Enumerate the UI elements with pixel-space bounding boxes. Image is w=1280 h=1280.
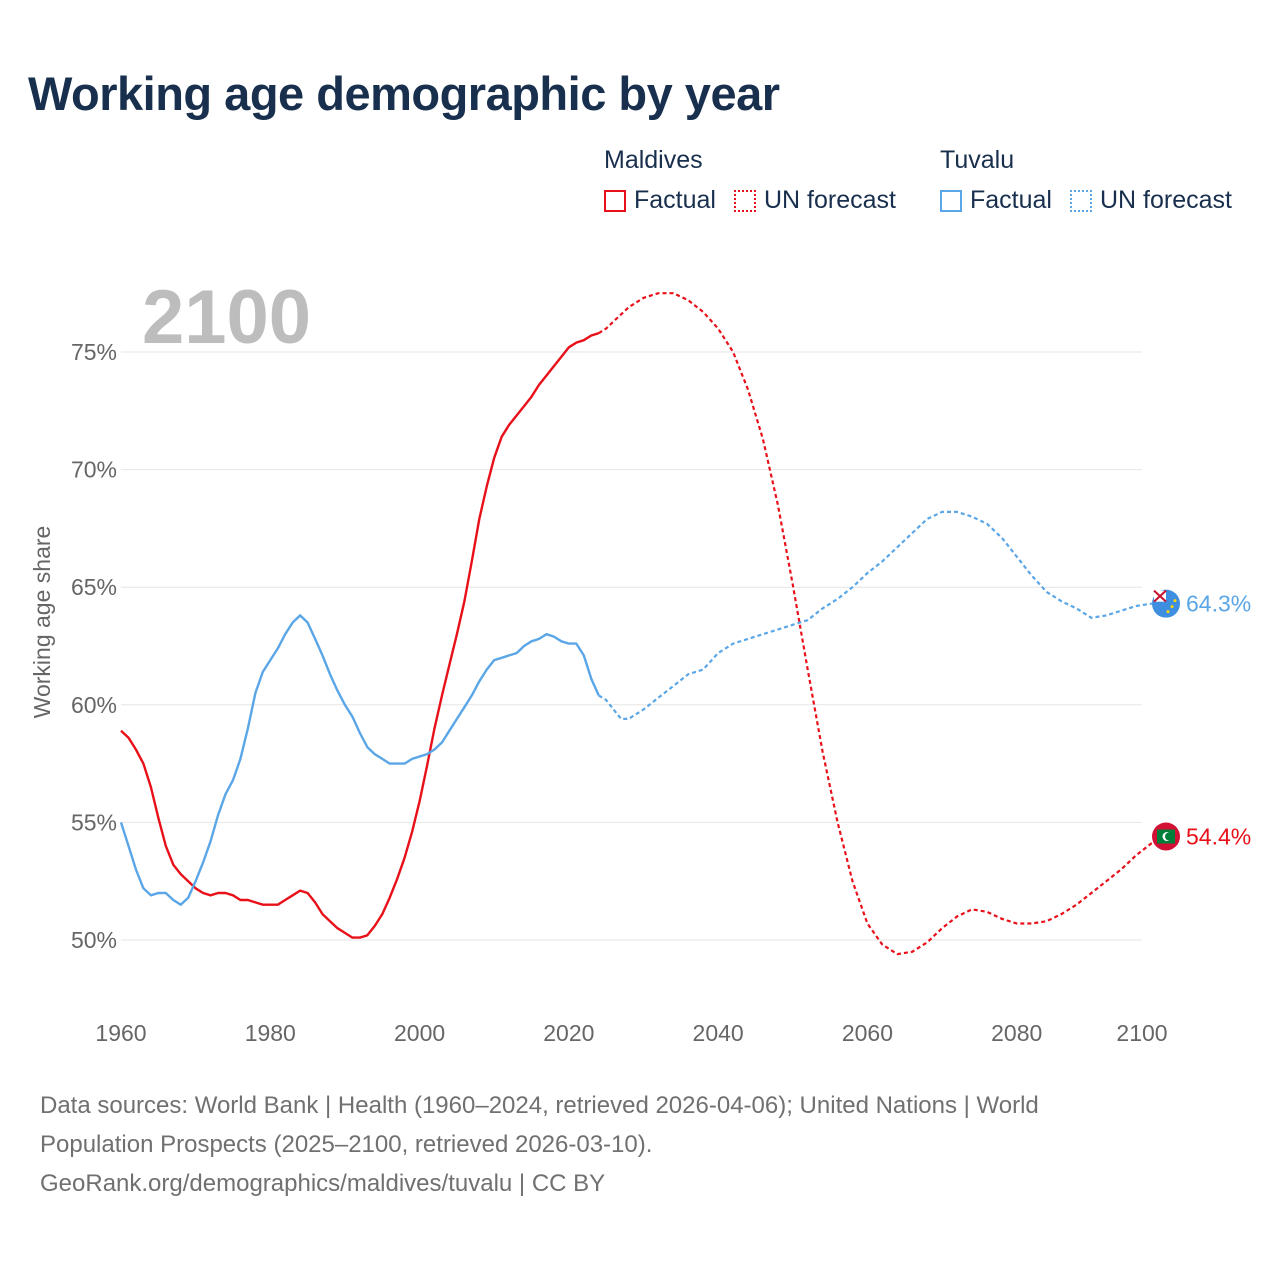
- x-tick-label: 2100: [1116, 1020, 1167, 1046]
- footer-line: GeoRank.org/demographics/maldives/tuvalu…: [40, 1170, 606, 1197]
- legend-swatch-solid: [940, 189, 962, 212]
- maldives-flag-icon: [1152, 822, 1180, 851]
- end-value-label-tuvalu: 64.3%: [1186, 591, 1251, 617]
- x-tick-label: 2000: [394, 1020, 445, 1046]
- legend-group-maldives: Maldives Factual UN forecast: [604, 144, 914, 215]
- y-tick-label: 55%: [71, 809, 117, 835]
- legend-group-tuvalu: Tuvalu Factual UN forecast: [940, 144, 1250, 215]
- x-tick-label: 2040: [693, 1020, 744, 1046]
- legend-group-name: Tuvalu: [940, 146, 1015, 174]
- y-axis-label: Working age share: [29, 526, 55, 719]
- series-line-tuvalu-factual: [119, 614, 600, 906]
- legend-swatch-dotted: [1069, 189, 1092, 212]
- chart-title: Working age demographic by year: [28, 67, 780, 120]
- y-tick-label: 70%: [71, 457, 117, 483]
- end-value-label-maldives: 54.4%: [1186, 824, 1251, 850]
- legend-item-tuvalu-factual[interactable]: Factual: [940, 186, 1052, 215]
- footer-sources: Data sources: World Bank | Health (1960–…: [40, 1086, 1150, 1203]
- legend-label: UN forecast: [1099, 186, 1232, 214]
- legend-swatch-solid: [604, 189, 626, 212]
- y-tick-label: 50%: [71, 927, 117, 953]
- legend-item-tuvalu-forecast[interactable]: UN forecast: [1069, 186, 1232, 215]
- y-tick-label: 65%: [71, 574, 117, 600]
- footer-line: Population Prospects (2025–2100, retriev…: [40, 1131, 653, 1158]
- legend-item-maldives-factual[interactable]: Factual: [604, 186, 716, 215]
- x-tick-label: 2020: [543, 1020, 594, 1046]
- series-line-tuvalu-forecast: [598, 510, 1166, 720]
- y-tick-label: 60%: [71, 692, 117, 718]
- legend-swatch-dotted: [733, 189, 756, 212]
- x-tick-label: 2060: [842, 1020, 893, 1046]
- series-line-maldives-forecast: [598, 292, 1167, 956]
- x-tick-label: 1980: [245, 1020, 296, 1046]
- legend-item-maldives-forecast[interactable]: UN forecast: [733, 186, 896, 215]
- series-line-maldives-factual: [120, 332, 600, 939]
- year-watermark: 2100: [142, 275, 311, 360]
- x-tick-label: 2080: [991, 1020, 1042, 1046]
- legend-label: Factual: [970, 186, 1052, 214]
- legend-label: UN forecast: [763, 186, 896, 214]
- line-chart: 2100 50% 55% 60% 65% 70% 75% 1960 1980 2000 2020 20…: [29, 275, 1251, 1046]
- footer-line: Data sources: World Bank | Health (1960–…: [40, 1092, 1039, 1119]
- tuvalu-flag-icon: [1152, 589, 1180, 618]
- x-tick-label: 1960: [95, 1020, 146, 1046]
- legend-group-name: Maldives: [604, 146, 703, 174]
- y-tick-label: 75%: [71, 339, 117, 365]
- legend-label: Factual: [634, 186, 716, 214]
